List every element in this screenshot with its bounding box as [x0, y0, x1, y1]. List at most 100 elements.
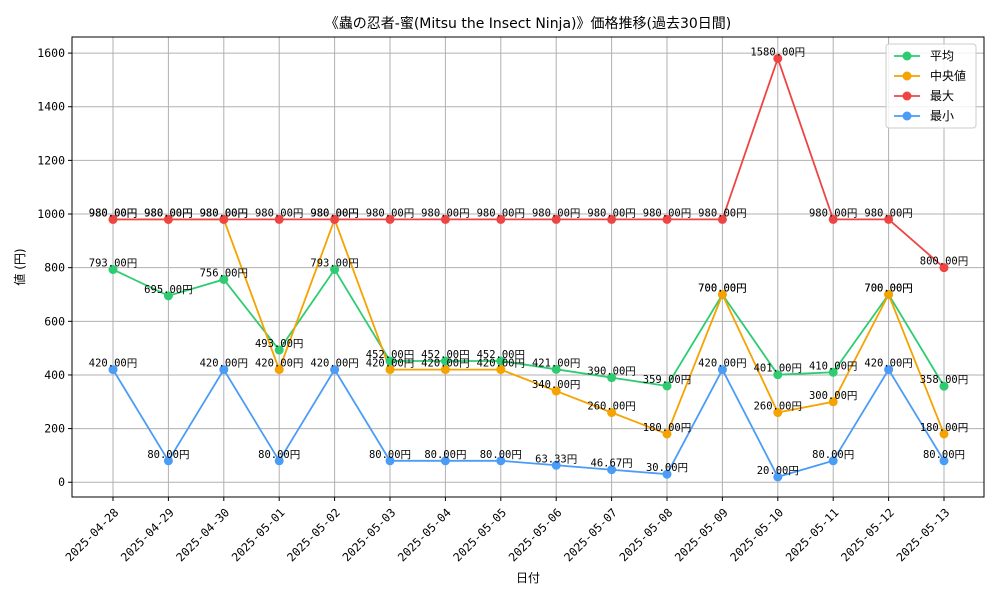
- data-point: [662, 429, 672, 439]
- data-label: 420.00円: [89, 358, 137, 370]
- data-label: 980.00円: [89, 207, 137, 219]
- legend-marker: [902, 51, 912, 61]
- data-label: 700.00円: [698, 282, 746, 294]
- data-point: [939, 456, 949, 466]
- x-tick-label: 2025-05-07: [561, 505, 620, 564]
- data-point: [274, 365, 284, 375]
- data-label: 452.00円: [421, 349, 469, 361]
- data-point: [496, 365, 506, 375]
- data-label: 980.00円: [643, 207, 691, 219]
- series-lines: [112, 55, 945, 478]
- data-label: 793.00円: [310, 258, 358, 270]
- data-label: 421.00円: [532, 357, 580, 369]
- data-label: 180.00円: [643, 422, 691, 434]
- data-label: 20.00円: [757, 465, 799, 477]
- x-tick-label: 2025-04-29: [118, 505, 177, 564]
- data-label: 980.00円: [864, 207, 912, 219]
- data-label: 980.00円: [144, 207, 192, 219]
- data-label: 695.00円: [144, 284, 192, 296]
- data-label: 420.00円: [310, 358, 358, 370]
- data-point: [385, 365, 395, 375]
- data-point: [662, 214, 672, 224]
- data-label: 700.00円: [698, 282, 746, 294]
- x-tick-label: 2025-05-03: [339, 505, 398, 564]
- data-label: 80.00円: [369, 449, 411, 461]
- data-point: [440, 356, 450, 366]
- legend-label: 最小: [930, 109, 954, 123]
- data-label: 401.00円: [754, 363, 802, 375]
- series-line-0: [112, 267, 945, 387]
- data-label: 359.00円: [643, 374, 691, 386]
- y-tick-label: 600: [44, 314, 65, 328]
- data-point: [330, 265, 340, 275]
- data-label: 30.00円: [646, 462, 688, 474]
- series-line-3: [112, 367, 945, 478]
- x-tick-label: 2025-05-11: [783, 505, 842, 564]
- series-line-2: [113, 55, 945, 269]
- data-point: [219, 365, 229, 375]
- data-point: [108, 365, 118, 375]
- data-point: [939, 381, 949, 391]
- series-line-1: [113, 216, 945, 436]
- data-point: [551, 386, 561, 396]
- x-tick-label: 2025-04-28: [62, 505, 121, 564]
- data-point: [607, 465, 617, 475]
- data-point: [385, 214, 395, 224]
- data-point: [717, 289, 727, 299]
- y-tick-label: 400: [44, 368, 65, 382]
- data-label: 410.00円: [809, 360, 857, 372]
- y-axis-label: 値 (円): [12, 248, 27, 285]
- data-label: 420.00円: [421, 358, 469, 370]
- data-point: [884, 365, 894, 375]
- y-tick-label: 1000: [37, 207, 65, 221]
- data-point: [219, 214, 229, 224]
- chart-title: 《蟲の忍者-蜜(Mitsu the Insect Ninja)》価格推移(過去3…: [325, 16, 731, 32]
- data-point: [163, 214, 173, 224]
- data-point: [330, 214, 340, 224]
- data-point: [828, 456, 838, 466]
- data-point: [662, 469, 672, 479]
- x-tick-label: 2025-05-04: [395, 505, 454, 564]
- legend-marker: [902, 71, 912, 81]
- data-point: [717, 214, 727, 224]
- y-tick-label: 1400: [37, 100, 65, 114]
- x-tick-label: 2025-05-12: [838, 505, 897, 564]
- data-point: [219, 274, 229, 284]
- data-label: 452.00円: [366, 349, 414, 361]
- x-axis-label: 日付: [516, 571, 540, 585]
- axis-ticks: 020040060080010001200140016002025-04-282…: [37, 46, 952, 564]
- data-label: 420.00円: [366, 358, 414, 370]
- data-label: 980.00円: [698, 207, 746, 219]
- data-point: [274, 214, 284, 224]
- data-label: 980.00円: [421, 207, 469, 219]
- data-point: [385, 456, 395, 466]
- data-point: [274, 345, 284, 355]
- data-point: [108, 265, 118, 275]
- data-label: 980.00円: [587, 207, 635, 219]
- data-label: 80.00円: [480, 449, 522, 461]
- data-point: [496, 214, 506, 224]
- legend-label: 最大: [930, 89, 954, 103]
- y-tick-label: 1200: [37, 153, 65, 167]
- data-label: 80.00円: [258, 449, 300, 461]
- data-label: 980.00円: [532, 207, 580, 219]
- data-labels: 793.00円 695.00円 756.00円 493.00円 793.00円 452.0…: [89, 46, 968, 476]
- data-label: 358.00円: [920, 374, 968, 386]
- data-point: [773, 370, 783, 380]
- data-label: 63.33円: [535, 453, 577, 465]
- data-label: 260.00円: [587, 401, 635, 413]
- x-tick-label: 2025-05-08: [616, 505, 675, 564]
- data-point: [607, 373, 617, 383]
- data-point: [939, 263, 949, 273]
- data-point: [496, 456, 506, 466]
- data-point: [884, 214, 894, 224]
- data-point: [828, 397, 838, 407]
- x-tick-label: 2025-05-06: [506, 505, 565, 564]
- data-point: [717, 365, 727, 375]
- x-tick-label: 2025-05-01: [229, 505, 288, 564]
- x-tick-label: 2025-05-09: [672, 505, 731, 564]
- data-point: [496, 356, 506, 366]
